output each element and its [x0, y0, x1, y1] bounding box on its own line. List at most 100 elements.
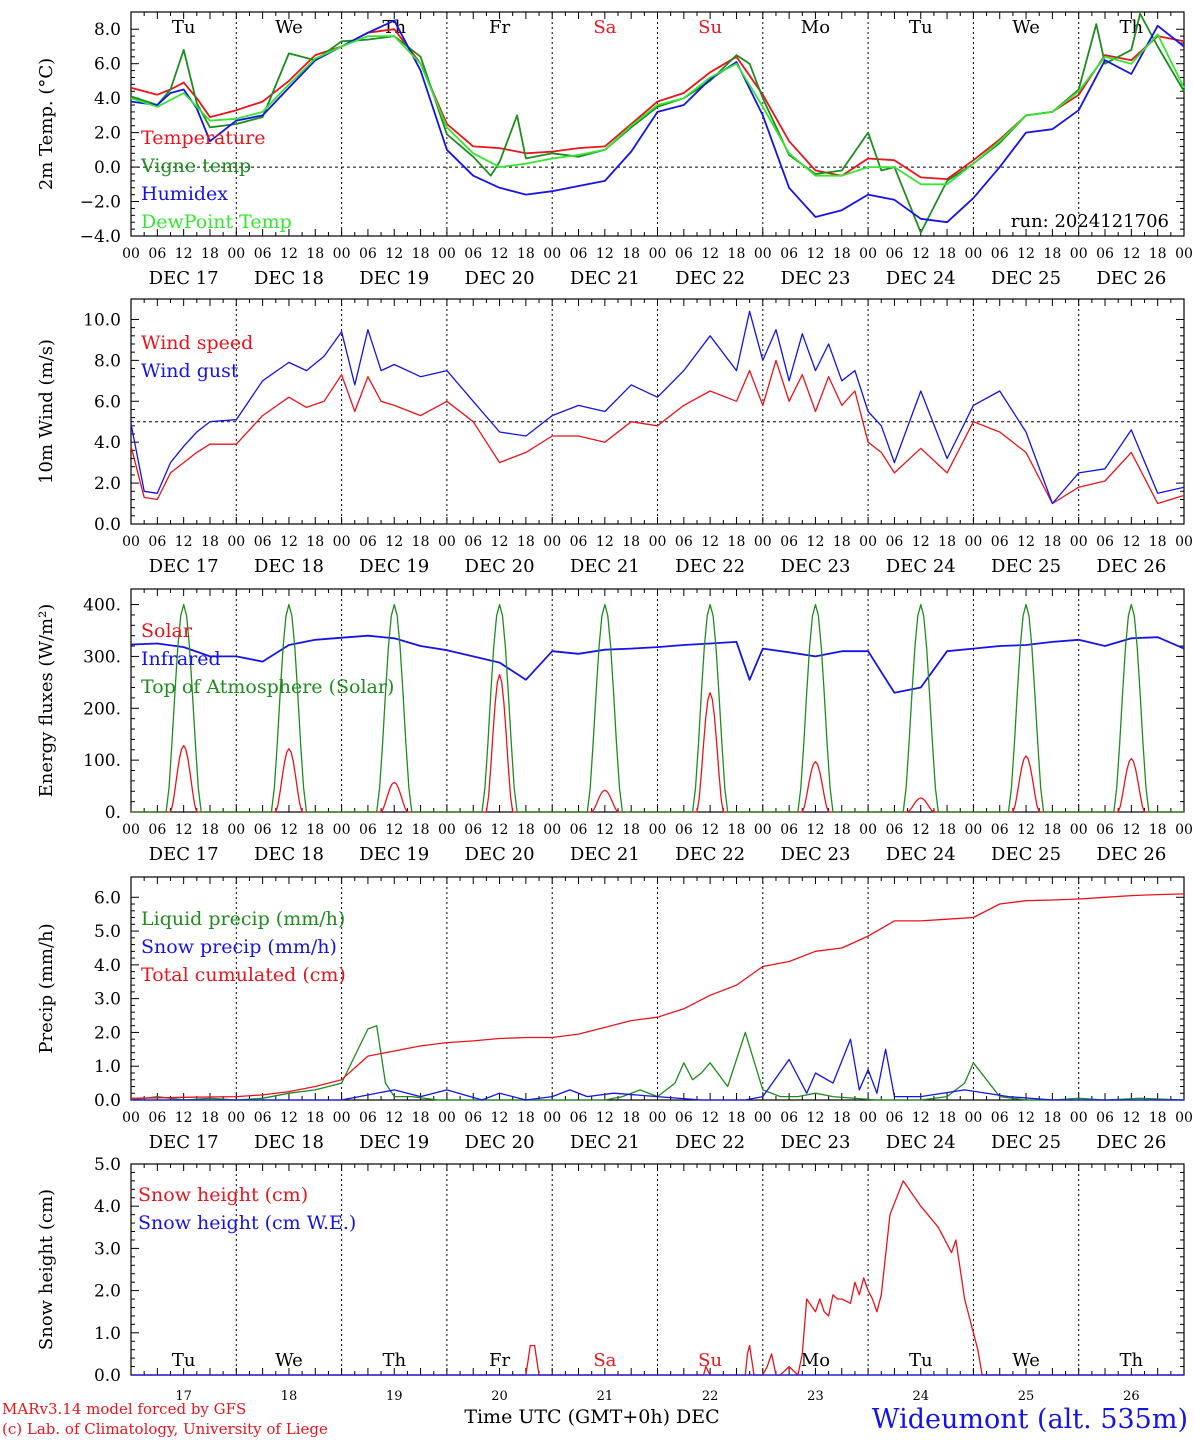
hour-tick-label: 00	[1175, 822, 1193, 838]
hour-tick-label: 12	[701, 534, 719, 550]
hour-tick-label: 12	[491, 822, 509, 838]
hour-tick-label: 12	[1017, 534, 1035, 550]
legend-entry: Top of Atmosphere (Solar)	[141, 676, 394, 698]
legend-entry: Solar	[141, 620, 193, 642]
hour-tick-label: 12	[701, 246, 719, 262]
hour-tick-label: 06	[148, 246, 166, 262]
hour-tick-label: 00	[1070, 534, 1088, 550]
y-tick-label: 0.0	[94, 1366, 121, 1386]
day-label: DEC 18	[254, 1132, 324, 1153]
y-tick-label: 0.	[105, 803, 121, 823]
hour-tick-label: 00	[227, 1110, 245, 1126]
day-label: DEC 24	[886, 1132, 956, 1153]
hour-tick-label: 12	[912, 822, 930, 838]
hour-tick-label: 06	[886, 822, 904, 838]
hour-tick-label: 00	[964, 534, 982, 550]
series-line-red	[130, 359, 1185, 505]
hour-tick-label: 06	[464, 534, 482, 550]
hour-tick-label: 12	[701, 822, 719, 838]
weekday-label: Tu	[172, 1350, 196, 1371]
weekday-label: Su	[698, 17, 722, 38]
hour-tick-label: 00	[333, 1110, 351, 1126]
hour-tick-label: 18	[833, 1110, 851, 1126]
hour-tick-label: 06	[991, 1110, 1009, 1126]
hour-tick-label: 00	[859, 822, 877, 838]
day-label: DEC 19	[359, 1132, 429, 1153]
hour-tick-label: 18	[938, 246, 956, 262]
weekday-label: We	[275, 17, 303, 38]
hour-tick-label: 06	[254, 822, 272, 838]
hour-tick-label: 12	[175, 1110, 193, 1126]
hour-tick-label: 12	[385, 1110, 403, 1126]
hour-tick-label: 06	[1096, 246, 1114, 262]
model-credit: MARv3.14 model forced by GFS	[2, 1400, 246, 1418]
y-tick-label: 2.0	[94, 124, 121, 144]
hour-tick-label: 18	[517, 822, 535, 838]
legend-entry: Vigne temp	[140, 155, 251, 177]
hour-tick-label: 18	[833, 534, 851, 550]
day-label: DEC 24	[886, 844, 956, 865]
series-line-green	[130, 1025, 1185, 1101]
y-tick-label: 2.0	[94, 1282, 121, 1302]
hour-tick-label: 00	[1070, 246, 1088, 262]
hour-tick-label: 12	[1122, 1110, 1140, 1126]
hour-tick-label: 00	[649, 246, 667, 262]
hour-tick-label: 00	[122, 1110, 140, 1126]
day-label: DEC 26	[1096, 268, 1166, 289]
hour-tick-label: 12	[280, 246, 298, 262]
day-number-label: 17	[175, 1389, 192, 1404]
weekday-label: Th	[1120, 1350, 1144, 1371]
weekday-label: Sa	[593, 17, 616, 38]
y-axis-label: Snow height (cm)	[36, 1189, 57, 1350]
legend-entry: Wind gust	[141, 360, 239, 382]
hour-tick-label: 18	[412, 246, 430, 262]
legend-entry: Infrared	[141, 648, 221, 670]
day-number-label: 21	[597, 1389, 614, 1404]
y-tick-label: 4.0	[94, 956, 121, 976]
hour-tick-label: 12	[385, 534, 403, 550]
hour-tick-label: 18	[412, 822, 430, 838]
hour-tick-label: 00	[333, 822, 351, 838]
hour-tick-label: 06	[675, 1110, 693, 1126]
y-tick-label: 10.0	[83, 310, 121, 330]
y-tick-label: 4.0	[94, 89, 121, 109]
hour-tick-label: 12	[385, 822, 403, 838]
hour-tick-label: 18	[622, 1110, 640, 1126]
hour-tick-label: 06	[675, 246, 693, 262]
panel-precip: 0.0 1.0 2.0 3.0 4.0 5.0 6.0 Precip (mm/h) 00 06 12…	[36, 876, 1193, 1153]
hour-tick-label: 12	[807, 1110, 825, 1126]
day-label: DEC 25	[991, 556, 1061, 577]
day-label: DEC 21	[570, 268, 640, 289]
hour-tick-label: 00	[438, 1110, 456, 1126]
series-line-lightgreen	[130, 33, 1185, 186]
day-label: DEC 20	[465, 1132, 535, 1153]
day-label: DEC 21	[570, 556, 640, 577]
series-line-blue	[130, 310, 1185, 505]
weekday-label: Tu	[909, 17, 933, 38]
hour-tick-label: 12	[1017, 822, 1035, 838]
hour-tick-label: 12	[1122, 822, 1140, 838]
y-axis-label: Energy fluxes (W/m²)	[36, 604, 57, 798]
hour-tick-label: 00	[333, 534, 351, 550]
hour-tick-label: 00	[438, 822, 456, 838]
hour-tick-label: 06	[886, 534, 904, 550]
hour-tick-label: 18	[1149, 246, 1167, 262]
hour-tick-label: 00	[122, 822, 140, 838]
day-label: DEC 17	[149, 556, 219, 577]
day-label: DEC 23	[780, 844, 850, 865]
hour-tick-label: 18	[622, 534, 640, 550]
hour-tick-label: 12	[491, 246, 509, 262]
hour-tick-label: 06	[780, 246, 798, 262]
day-number-label: 23	[807, 1389, 824, 1404]
hour-tick-label: 00	[227, 534, 245, 550]
x-axis-title: Time UTC (GMT+0h) DEC	[464, 1406, 719, 1428]
y-tick-label: −4.0	[80, 227, 121, 247]
hour-tick-label: 18	[622, 822, 640, 838]
day-number-label: 18	[281, 1389, 298, 1404]
panel-wind: 0.0 2.0 4.0 6.0 8.0 10.0 10m Wind (m/s) 00 06 12 1…	[36, 298, 1193, 577]
hour-tick-label: 00	[964, 1110, 982, 1126]
hour-tick-label: 00	[1175, 534, 1193, 550]
day-label: DEC 25	[991, 844, 1061, 865]
